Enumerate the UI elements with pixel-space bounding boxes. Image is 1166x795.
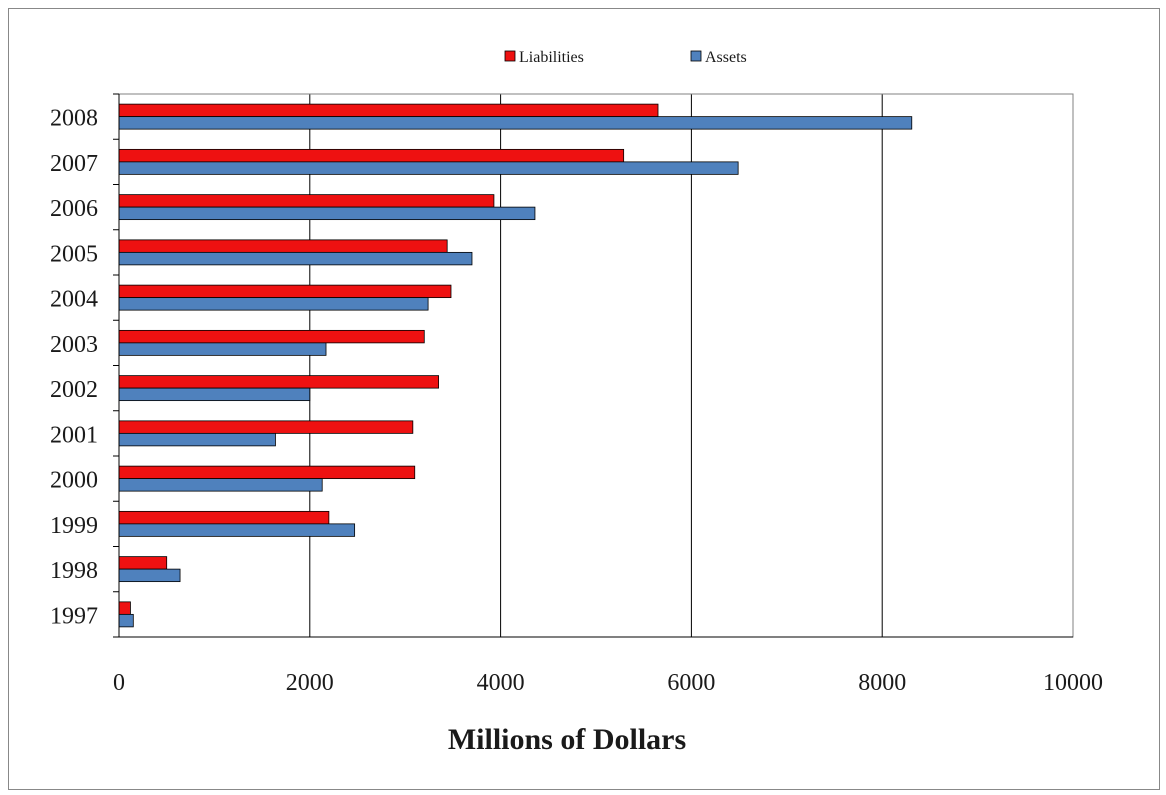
bar-assets-2007 bbox=[118, 161, 739, 175]
bar-liabilities-2001 bbox=[118, 420, 414, 434]
legend-label-liabilities: Liabilities bbox=[519, 49, 584, 66]
y-tick-label: 2007 bbox=[50, 151, 98, 177]
y-tick-label: 2002 bbox=[50, 377, 98, 403]
x-tick-label: 8000 bbox=[858, 670, 906, 696]
axes bbox=[113, 93, 1074, 638]
x-tick-label: 2000 bbox=[286, 670, 334, 696]
y-tick-label: 1997 bbox=[50, 603, 98, 629]
bar-liabilities-2005 bbox=[118, 239, 448, 253]
bar-liabilities-2006 bbox=[118, 194, 495, 208]
bar-assets-2003 bbox=[118, 342, 327, 356]
bar-liabilities-2004 bbox=[118, 284, 452, 299]
y-tick-labels: 1997 1998 1999 2000 2001 2002 2003 2004 2005 2006… bbox=[50, 106, 98, 630]
bar-assets-1997 bbox=[118, 613, 134, 628]
y-tick-label: 1998 bbox=[50, 558, 98, 584]
legend: Liabilities Assets bbox=[504, 49, 747, 66]
bar-liabilities-1997 bbox=[118, 601, 131, 615]
bar-assets-1998 bbox=[118, 568, 181, 583]
y-tick-label: 1999 bbox=[50, 513, 98, 539]
y-tick-label: 2005 bbox=[50, 241, 98, 267]
bar-liabilities-2002 bbox=[118, 375, 439, 389]
bar-liabilities-1999 bbox=[118, 510, 330, 525]
y-tick-label: 2008 bbox=[50, 106, 98, 132]
legend-swatch-liabilities bbox=[504, 50, 516, 62]
bar-liabilities-2007 bbox=[118, 148, 625, 163]
bar-liabilities-2003 bbox=[118, 329, 425, 344]
bar-liabilities-2008 bbox=[118, 103, 659, 118]
bar-assets-2001 bbox=[118, 432, 276, 447]
x-tick-label: 6000 bbox=[667, 670, 715, 696]
y-tick-label: 2004 bbox=[50, 287, 98, 313]
y-tick-label: 2000 bbox=[50, 468, 98, 494]
legend-swatch-assets bbox=[690, 50, 702, 62]
bar-liabilities-1998 bbox=[118, 556, 168, 570]
x-tick-label: 10000 bbox=[1043, 670, 1103, 696]
bars bbox=[118, 103, 913, 628]
gridlines bbox=[309, 94, 1074, 637]
x-tick-label: 4000 bbox=[477, 670, 525, 696]
bar-assets-2004 bbox=[118, 297, 429, 311]
bar-assets-2000 bbox=[118, 478, 323, 492]
y-tick-label: 2003 bbox=[50, 332, 98, 358]
y-tick-label: 2001 bbox=[50, 422, 98, 448]
bar-assets-2006 bbox=[118, 206, 536, 221]
bar-assets-1999 bbox=[118, 523, 356, 537]
bar-assets-2002 bbox=[118, 387, 311, 402]
bar-assets-2005 bbox=[118, 251, 473, 266]
plot-area-border bbox=[118, 93, 1074, 638]
x-tick-label: 0 bbox=[113, 670, 125, 696]
x-tick-labels: 0 2000 4000 6000 8000 10000 bbox=[113, 670, 1103, 696]
legend-label-assets: Assets bbox=[705, 49, 747, 66]
bar-assets-2008 bbox=[118, 116, 913, 130]
y-tick-label: 2006 bbox=[50, 196, 98, 222]
bar-liabilities-2000 bbox=[118, 465, 416, 480]
x-axis-title: Millions of Dollars bbox=[448, 723, 686, 756]
